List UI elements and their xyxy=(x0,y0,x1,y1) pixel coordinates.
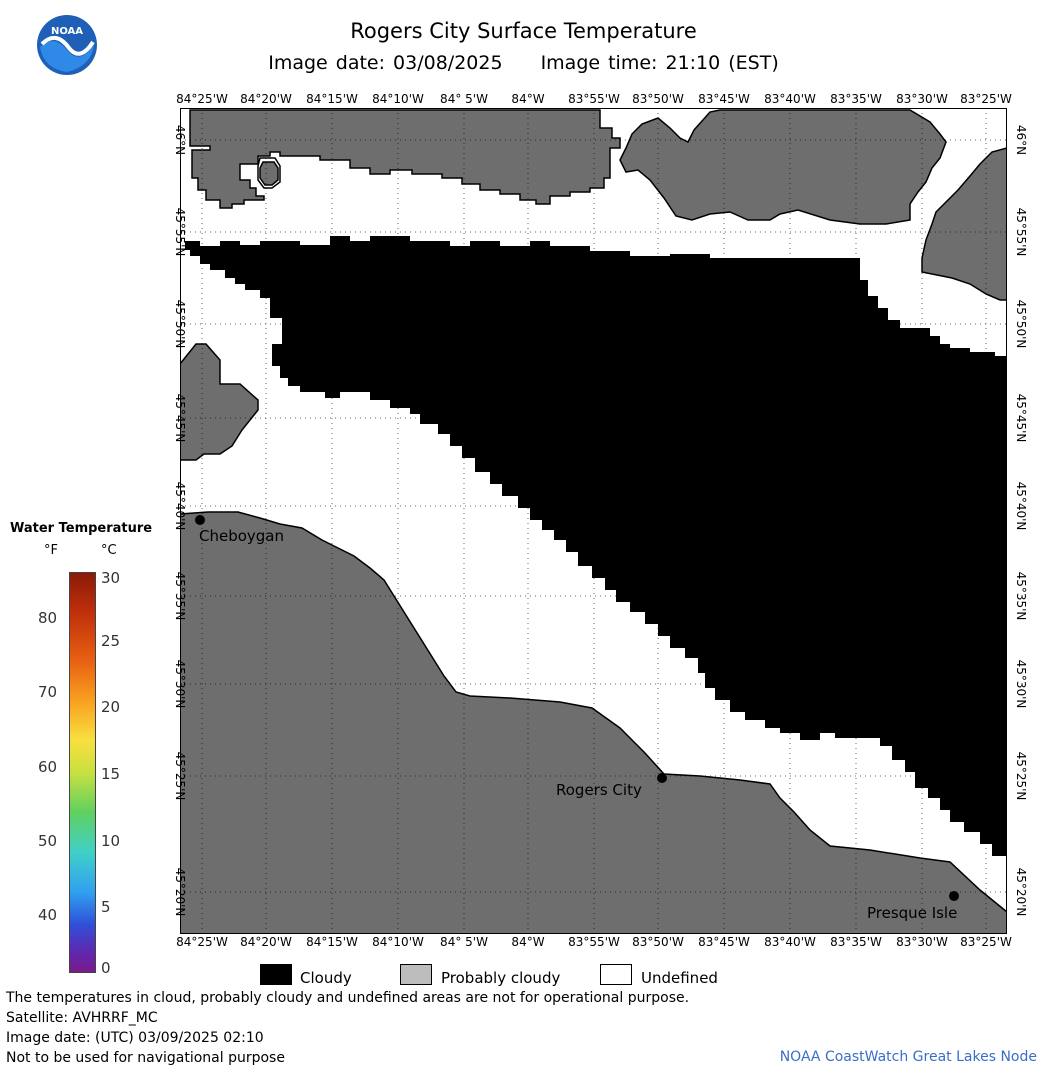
image-time: Image time: 21:10 (EST) xyxy=(540,52,779,74)
noaa-logo-text: NOAA xyxy=(51,26,83,37)
lon-label-bottom-10: 83°35'W xyxy=(830,935,882,949)
lat-label-right-3: 45°45'N xyxy=(1014,393,1028,443)
image-date: Image date: 03/08/2025 xyxy=(268,52,503,74)
lon-label-top-2: 84°15'W xyxy=(306,92,358,106)
lat-label-left-0: 46°N xyxy=(173,124,187,156)
cloud-area xyxy=(185,236,1007,856)
lon-label-bottom-5: 84°W xyxy=(511,935,545,949)
legend-tick-f: 60 xyxy=(38,758,58,776)
city-marker-cheboygan xyxy=(195,515,205,525)
lat-label-left-2: 45°50'N xyxy=(173,299,187,349)
legend-tick-f: 40 xyxy=(38,906,58,924)
legend-title: Water Temperature xyxy=(10,521,153,536)
footer-credit: NOAA CoastWatch Great Lakes Node xyxy=(779,1049,1037,1065)
lat-label-right-6: 45°30'N xyxy=(1014,659,1028,709)
land-area xyxy=(189,109,621,209)
lon-label-bottom-7: 83°50'W xyxy=(632,935,684,949)
lat-label-right-4: 45°40'N xyxy=(1014,481,1028,531)
key-cloudy-label: Cloudy xyxy=(300,969,352,987)
page-title: Rogers City Surface Temperature xyxy=(350,19,697,43)
key-undefined-label: Undefined xyxy=(641,969,718,987)
city-label-presque-isle: Presque Isle xyxy=(867,904,958,922)
lat-label-left-3: 45°45'N xyxy=(173,393,187,443)
lon-label-top-9: 83°40'W xyxy=(764,92,816,106)
lon-label-bottom-6: 83°55'W xyxy=(568,935,620,949)
footer-disclaimer: The temperatures in cloud, probably clou… xyxy=(6,990,690,1006)
lon-label-bottom-9: 83°40'W xyxy=(764,935,816,949)
legend-tick-f: 70 xyxy=(38,683,58,701)
city-label-cheboygan: Cheboygan xyxy=(199,527,285,545)
lon-label-bottom-3: 84°10'W xyxy=(372,935,424,949)
lat-label-left-8: 45°20'N xyxy=(173,867,187,917)
lat-label-left-1: 45°55'N xyxy=(173,207,187,257)
land-area xyxy=(179,343,259,461)
map-frame xyxy=(179,108,1008,935)
footer-satellite: Satellite: AVHRRF_MC xyxy=(6,1010,158,1026)
lat-label-right-7: 45°25'N xyxy=(1014,751,1028,801)
lat-label-right-5: 45°35'N xyxy=(1014,571,1028,621)
lon-label-top-11: 83°30'W xyxy=(896,92,948,106)
legend-tick-c: 20 xyxy=(101,698,121,716)
lon-label-top-3: 84°10'W xyxy=(372,92,424,106)
key-probably-cloudy-swatch xyxy=(400,964,432,985)
legend-tick-c: 30 xyxy=(101,569,121,587)
color-scale-bar xyxy=(69,572,96,973)
lon-label-top-5: 84°W xyxy=(511,92,545,106)
legend-tick-c: 10 xyxy=(101,832,121,850)
land-area xyxy=(921,147,1008,301)
footer-image-date: Image date: (UTC) 03/09/2025 02:10 xyxy=(6,1030,264,1046)
lon-label-top-10: 83°35'W xyxy=(830,92,882,106)
lon-label-bottom-8: 83°45'W xyxy=(698,935,750,949)
city-marker-rogers-city xyxy=(657,773,667,783)
lon-label-top-1: 84°20'W xyxy=(240,92,292,106)
lat-label-left-4: 45°40'N xyxy=(173,481,187,531)
footer-navigation-warning: Not to be used for navigational purpose xyxy=(6,1050,285,1066)
legend-tick-f: 80 xyxy=(38,609,58,627)
lat-label-left-7: 45°25'N xyxy=(173,751,187,801)
legend-tick-c: 25 xyxy=(101,632,121,650)
legend-unit-c: °C xyxy=(101,543,117,558)
lon-label-top-8: 83°45'W xyxy=(698,92,750,106)
lon-label-bottom-11: 83°30'W xyxy=(896,935,948,949)
legend-tick-c: 0 xyxy=(101,959,111,977)
legend-tick-c: 5 xyxy=(101,898,111,916)
lon-label-bottom-12: 83°25'W xyxy=(960,935,1012,949)
lat-label-left-6: 45°30'N xyxy=(173,659,187,709)
lon-label-top-12: 83°25'W xyxy=(960,92,1012,106)
lat-label-right-0: 46°N xyxy=(1014,124,1028,156)
image-datetime: Image date: 03/08/2025 Image time: 21:10 … xyxy=(0,52,1047,74)
legend-tick-c: 15 xyxy=(101,765,121,783)
lon-label-top-0: 84°25'W xyxy=(176,92,228,106)
city-marker-presque-isle xyxy=(949,891,959,901)
key-cloudy-swatch xyxy=(260,964,292,985)
key-probably-cloudy-label: Probably cloudy xyxy=(441,969,561,987)
lon-label-bottom-1: 84°20'W xyxy=(240,935,292,949)
noaa-logo-icon: NOAA xyxy=(36,14,98,76)
lat-label-right-8: 45°20'N xyxy=(1014,867,1028,917)
map-canvas xyxy=(179,108,1008,935)
lat-label-right-2: 45°50'N xyxy=(1014,299,1028,349)
lat-label-left-5: 45°35'N xyxy=(173,571,187,621)
legend-tick-f: 50 xyxy=(38,832,58,850)
lon-label-bottom-0: 84°25'W xyxy=(176,935,228,949)
map-border xyxy=(180,108,1007,934)
lon-label-top-6: 83°55'W xyxy=(568,92,620,106)
land-area xyxy=(259,161,279,186)
legend-unit-f: °F xyxy=(44,543,58,558)
lon-label-bottom-4: 84° 5'W xyxy=(440,935,488,949)
land-area xyxy=(619,109,947,225)
lon-label-top-7: 83°50'W xyxy=(632,92,684,106)
lon-label-bottom-2: 84°15'W xyxy=(306,935,358,949)
key-undefined-swatch xyxy=(600,964,632,985)
lat-label-right-1: 45°55'N xyxy=(1014,207,1028,257)
city-label-rogers-city: Rogers City xyxy=(556,781,642,799)
lon-label-top-4: 84° 5'W xyxy=(440,92,488,106)
